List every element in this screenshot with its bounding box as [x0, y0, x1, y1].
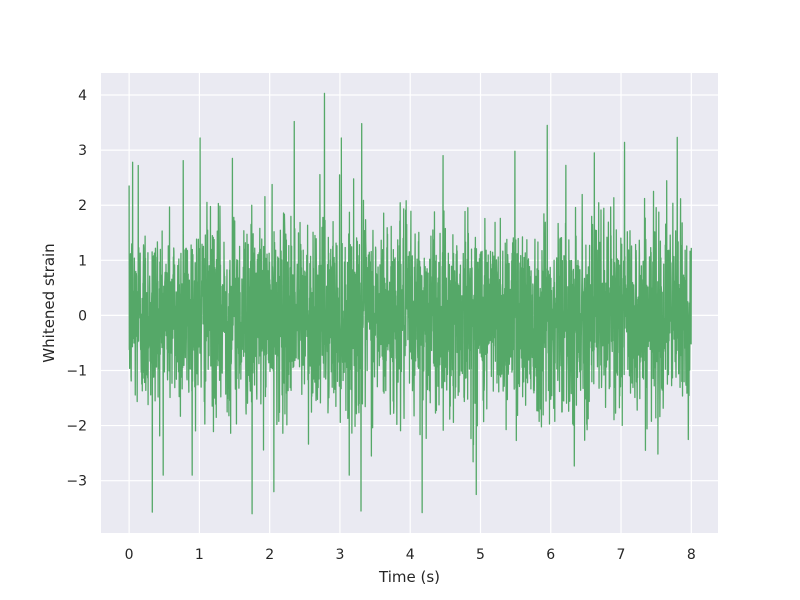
series-line [128, 92, 692, 515]
y-axis-ticks: −3 −2 −1 0 1 2 3 4 [66, 88, 87, 490]
y-tick-label: −2 [66, 419, 87, 435]
x-tick-label: 4 [406, 547, 415, 563]
y-tick-label: 0 [78, 308, 87, 324]
x-tick-label: 5 [476, 547, 485, 563]
y-tick-label: 2 [78, 198, 87, 214]
series-layer [128, 92, 692, 515]
y-tick-label: −3 [66, 474, 87, 490]
y-tick-label: 1 [78, 253, 87, 269]
y-axis-label: Whitened strain [40, 243, 58, 362]
x-tick-label: 7 [617, 547, 626, 563]
x-tick-label: 2 [265, 547, 274, 563]
x-tick-label: 8 [687, 547, 696, 563]
x-tick-label: 6 [546, 547, 555, 563]
y-tick-label: 3 [78, 143, 87, 159]
x-axis-label: Time (s) [378, 568, 440, 586]
x-tick-label: 0 [125, 547, 134, 563]
x-tick-label: 1 [195, 547, 204, 563]
x-axis-ticks: 0 1 2 3 4 5 6 7 8 [125, 547, 696, 563]
x-tick-label: 3 [335, 547, 344, 563]
y-tick-label: 4 [78, 88, 87, 104]
y-tick-label: −1 [66, 363, 87, 379]
